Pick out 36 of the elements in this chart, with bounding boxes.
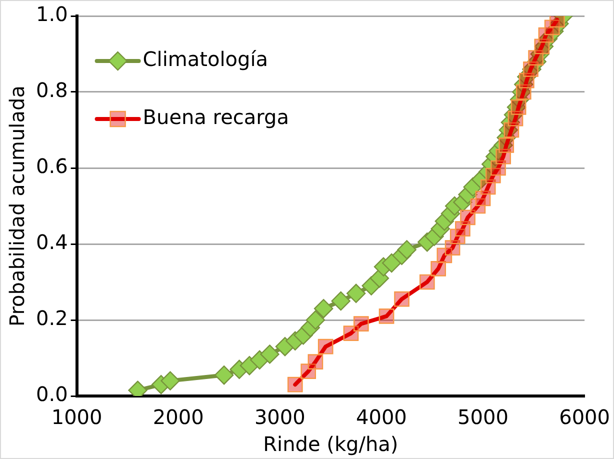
y-axis-title: Probabilidad acumulada <box>5 86 30 326</box>
point <box>260 344 280 364</box>
point <box>397 240 416 260</box>
x-tick-label: 2000 <box>152 405 204 430</box>
point <box>378 308 394 324</box>
x-tick-label: 4000 <box>356 405 407 430</box>
point <box>160 371 180 390</box>
point <box>287 376 303 392</box>
x-tick-label: 1000 <box>51 405 102 430</box>
point <box>353 316 369 332</box>
y-tick-label: 0.0 <box>36 382 68 406</box>
x-axis-title: Rinde (kg/ha) <box>263 432 398 456</box>
y-tick-label: 0.6 <box>36 154 68 178</box>
point <box>419 274 435 290</box>
legend-label: Climatología <box>142 47 268 72</box>
x-tick-label: 6000 <box>559 405 610 430</box>
point <box>510 100 526 115</box>
point <box>346 284 366 303</box>
y-tick-label: 0.2 <box>36 306 68 330</box>
x-tick-label: 5000 <box>458 405 508 430</box>
x-tick-label: 3000 <box>254 405 306 430</box>
point <box>382 253 402 273</box>
y-tick-label: 0.4 <box>36 230 68 254</box>
point <box>460 210 476 226</box>
point <box>214 366 234 385</box>
point <box>331 291 350 311</box>
point <box>318 338 334 354</box>
point <box>308 354 324 370</box>
y-tick-label: 1.0 <box>36 2 68 26</box>
legend-label: Buena recarga <box>142 105 289 130</box>
y-tick-label: 0.8 <box>36 78 68 102</box>
point <box>394 291 410 307</box>
point <box>498 138 514 153</box>
point <box>430 261 446 276</box>
point <box>314 299 334 318</box>
point <box>306 310 326 330</box>
